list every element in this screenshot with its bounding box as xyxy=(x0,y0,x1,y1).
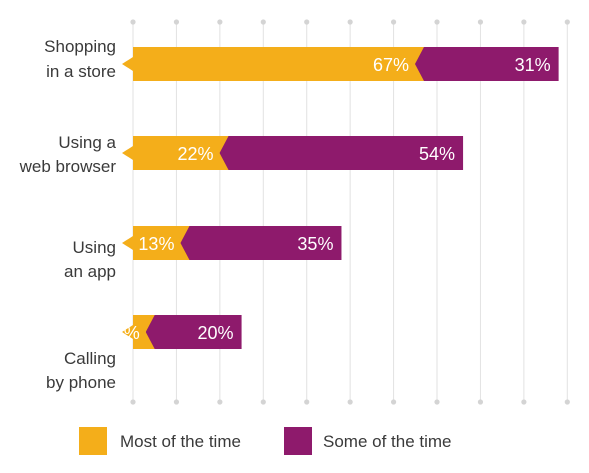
value-label-some: 31% xyxy=(515,55,551,75)
category-labels: Shopping in a store Using a web browser Usin… xyxy=(19,37,117,392)
category-label: in a store xyxy=(46,62,116,81)
gridline-dot xyxy=(304,399,310,405)
gridline-dot xyxy=(217,399,223,405)
bar-most-of-the-time xyxy=(133,315,155,349)
category-label: by phone xyxy=(46,373,116,392)
gridline-dot xyxy=(390,399,397,405)
gridline-dot xyxy=(347,399,353,405)
bar-pointer xyxy=(122,325,133,339)
bar-most-of-the-time xyxy=(133,136,229,170)
gridline-dot xyxy=(304,19,310,25)
category-label: Shopping xyxy=(44,37,116,56)
category-label: web browser xyxy=(19,157,117,176)
gridline-dot xyxy=(521,399,527,405)
category-label: an app xyxy=(64,262,116,281)
legend-label: Most of the time xyxy=(120,432,241,451)
gridline-dot xyxy=(173,399,180,405)
bars: 67% 31% 22% 54% 13% 35% 5% 20% xyxy=(114,47,559,349)
value-label-some: 54% xyxy=(419,144,455,164)
bar-most-of-the-time xyxy=(133,47,424,81)
category-label: Calling xyxy=(64,349,116,368)
bar-some-of-the-time xyxy=(414,47,559,81)
gridline-dot xyxy=(477,19,484,25)
gridline-dot xyxy=(260,399,266,405)
legend: Most of the time Some of the time xyxy=(79,427,452,455)
value-label-most: 67% xyxy=(373,55,409,75)
bar-some-of-the-time xyxy=(219,136,464,170)
gridline-dot xyxy=(217,19,223,25)
gridline-dot xyxy=(130,399,136,405)
gridline-dot xyxy=(564,19,570,25)
bar-some-of-the-time xyxy=(180,226,342,260)
value-label-most: 13% xyxy=(138,234,174,254)
gridline-dot xyxy=(434,19,440,25)
category-label: Using xyxy=(73,238,116,257)
gridline-dot xyxy=(434,399,440,405)
category-label: Using a xyxy=(58,133,116,152)
gridline-dot xyxy=(390,19,397,25)
gridline-dot xyxy=(173,19,180,25)
legend-swatch xyxy=(79,427,107,455)
bar-some-of-the-time xyxy=(145,315,242,349)
bar-most-of-the-time xyxy=(133,226,190,260)
gridline-dot xyxy=(260,19,266,25)
value-label-most: 5% xyxy=(114,323,140,343)
bar-pointer xyxy=(122,146,133,160)
gridline-dot xyxy=(477,399,484,405)
value-label-some: 35% xyxy=(297,234,333,254)
bar-pointer xyxy=(122,57,133,71)
legend-swatch xyxy=(284,427,312,455)
gridline-dot xyxy=(347,19,353,25)
value-label-some: 20% xyxy=(198,323,234,343)
gridline-dot xyxy=(130,19,136,25)
legend-label: Some of the time xyxy=(323,432,452,451)
value-label-most: 22% xyxy=(178,144,214,164)
gridline-dot xyxy=(564,399,570,405)
bar-pointer xyxy=(122,236,133,250)
gridline-dot xyxy=(521,19,527,25)
